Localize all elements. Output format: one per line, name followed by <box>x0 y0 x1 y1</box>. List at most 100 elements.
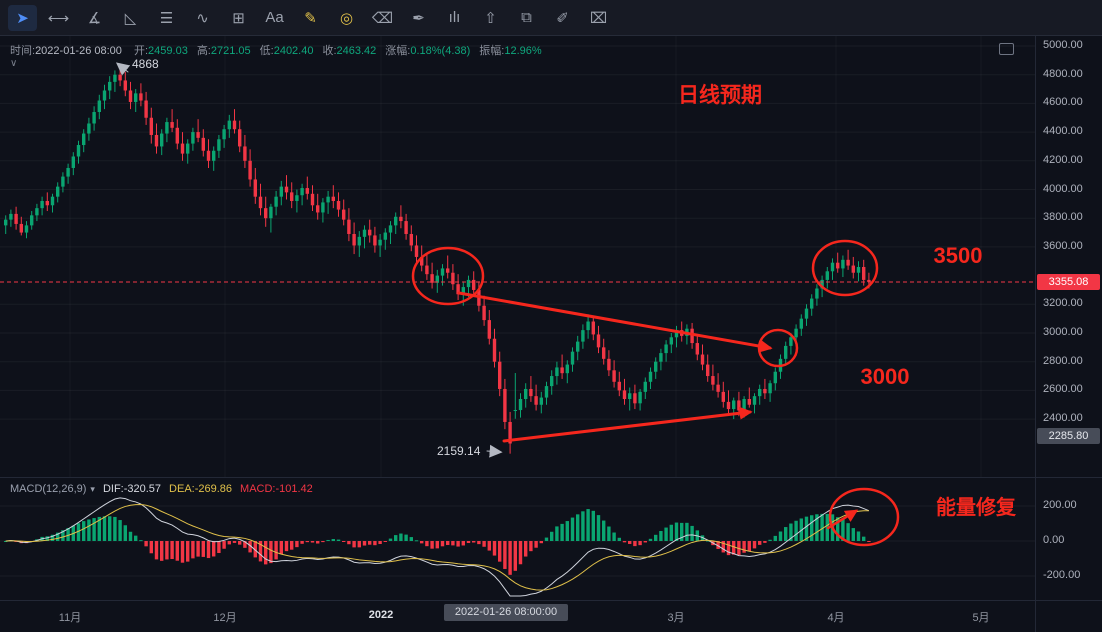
export-tool[interactable]: ⇧ <box>476 5 505 31</box>
dif-line <box>5 497 870 597</box>
time-axis-label: 5月 <box>972 612 990 624</box>
pen-tool-icon: ✒ <box>412 9 425 27</box>
price-axis-label: 2600.00 <box>1043 383 1083 396</box>
ellipse-tool[interactable]: ◎ <box>332 5 361 31</box>
price-axis-label: 4600.00 <box>1043 96 1083 109</box>
arrow-annotation[interactable] <box>826 509 859 530</box>
macd-axis-label: 200.00 <box>1043 499 1077 511</box>
brush-tool[interactable]: ✎ <box>296 5 325 31</box>
pattern-tool[interactable]: ⊞ <box>224 5 253 31</box>
eraser-tool[interactable]: ⌫ <box>368 5 397 31</box>
dea-line <box>5 504 869 591</box>
text-annotation[interactable]: 3000 <box>861 364 910 389</box>
wave-tool[interactable]: ∿ <box>188 5 217 31</box>
ohlc-field: 涨幅:0.18%(4.38) <box>385 45 471 57</box>
line-tool[interactable]: ⟷ <box>44 5 73 31</box>
red-circle-annotation[interactable] <box>828 487 900 547</box>
price-axis-label: 3800.00 <box>1043 211 1083 224</box>
macd-axis-label: 0.00 <box>1043 534 1065 546</box>
selected-time-tag: 2022-01-26 08:00:00 <box>444 604 568 621</box>
time-field: 时间:2022-01-26 08:00 <box>10 45 122 57</box>
price-axis-label: 5000.00 <box>1043 39 1083 51</box>
channel-tool-icon: ☰ <box>159 9 174 27</box>
price-axis-label: 3600.00 <box>1043 239 1083 252</box>
time-axis-label: 2022 <box>368 609 394 621</box>
angle-line-tool[interactable]: ∡ <box>80 5 109 31</box>
brush-tool-icon: ✎ <box>304 9 317 27</box>
annotations-main: 4868 2159.14 日线预期 3500 3000 <box>115 57 983 458</box>
price-axis-label: 4800.00 <box>1043 67 1083 80</box>
copy-tool[interactable]: ⧉ <box>512 5 541 31</box>
pen-tool[interactable]: ✒ <box>404 5 433 31</box>
price-axis-label: 4400.00 <box>1043 125 1083 138</box>
measure-tool-icon: ılı <box>448 9 461 26</box>
cursor-tool[interactable]: ➤ <box>8 4 37 31</box>
text-tool-icon: Aa <box>265 9 284 26</box>
ohlc-field: 振幅:12.96% <box>479 45 542 57</box>
channel-tool[interactable]: ☰ <box>152 5 181 31</box>
text-annotation[interactable]: 3500 <box>934 243 983 268</box>
red-circle-annotation[interactable] <box>411 246 485 306</box>
ohlc-field: 开:2459.03 <box>133 45 188 57</box>
time-axis-label: 4月 <box>827 612 845 624</box>
ohlc-fields: 开:2459.03 高:2721.05 低:2402.40 收:2463.42 涨幅:0… <box>134 45 551 57</box>
annotations-macd: 能量修复 <box>826 487 1017 547</box>
time-axis-label: 11月 <box>58 612 82 624</box>
ohlc-info-bar: 时间:2022-01-26 08:00 开:2459.03 高:2721.05 低:… <box>10 42 551 58</box>
angle-line-tool-icon: ∡ <box>87 9 102 27</box>
cursor-tool-icon: ➤ <box>16 9 29 27</box>
main-chart[interactable]: 4868 2159.14 日线预期 3500 3000 <box>0 36 1035 478</box>
wave-tool-icon: ∿ <box>196 9 209 27</box>
collapse-chevron-icon[interactable]: ∨ <box>10 58 18 69</box>
eraser-tool-icon: ⌫ <box>371 9 394 27</box>
time-axis-label: 3月 <box>667 612 685 624</box>
time-axis-label: 12月 <box>213 612 237 624</box>
price-axis-label: 2800.00 <box>1043 354 1083 367</box>
copy-tool-icon: ⧉ <box>521 9 532 26</box>
arrow-annotation[interactable] <box>502 406 753 443</box>
pane-divider[interactable] <box>0 477 1102 478</box>
price-axis-label: 3000.00 <box>1043 326 1083 338</box>
ellipse-tool-icon: ◎ <box>339 9 354 27</box>
line-tool-icon: ⟷ <box>47 9 70 27</box>
macd-axis-label: -200.00 <box>1043 569 1081 581</box>
candlestick-series <box>4 64 871 454</box>
grid-lines <box>0 45 1035 420</box>
macd-dif-value: DIF:-320.57 <box>102 483 162 495</box>
export-tool-icon: ⇧ <box>484 9 497 27</box>
arrow-annotation[interactable] <box>457 291 773 353</box>
red-circle-annotation[interactable] <box>811 239 879 297</box>
drawing-toolbar: ➤ ⟷ ∡ ◺ ☰ ∿ ⊞ Aa ✎ ◎ ⌫ ✒ ılı ⇧ ⧉ ✐ ⌧ <box>0 0 1102 36</box>
text-annotation[interactable]: 4868 <box>132 57 159 71</box>
annotation-tool[interactable]: ✐ <box>548 5 577 31</box>
delete-tool[interactable]: ⌧ <box>584 5 613 31</box>
macd-histogram <box>4 509 871 575</box>
low-price-tag: 2285.80 <box>1037 428 1100 444</box>
price-axis-label: 4200.00 <box>1043 153 1083 166</box>
maximize-pane-icon[interactable] <box>999 43 1014 55</box>
macd-title: MACD(12,26,9) <box>10 483 87 495</box>
delete-tool-icon: ⌧ <box>589 9 608 27</box>
text-tool[interactable]: Aa <box>260 5 289 31</box>
text-annotation[interactable]: 2159.14 <box>437 444 481 458</box>
ohlc-field: 收:2463.42 <box>322 45 377 57</box>
time-axis-divider <box>0 600 1102 601</box>
current-price-tag: 3355.08 <box>1037 274 1100 290</box>
triangle-tool[interactable]: ◺ <box>116 5 145 31</box>
arrow-annotation[interactable] <box>486 444 503 458</box>
arrow-annotation[interactable] <box>115 62 131 76</box>
measure-tool[interactable]: ılı <box>440 5 469 31</box>
text-annotation[interactable]: 日线预期 <box>678 83 762 107</box>
triangle-tool-icon: ◺ <box>124 9 137 27</box>
price-axis-divider <box>1035 36 1036 632</box>
time-axis[interactable]: 11月 12月 2022 3月 4月 5月 <box>0 601 1035 632</box>
ohlc-field: 低:2402.40 <box>259 45 314 57</box>
text-annotation[interactable]: 能量修复 <box>936 495 1017 519</box>
macd-dea-value: DEA:-269.86 <box>169 483 233 495</box>
price-axis-label: 2400.00 <box>1043 412 1083 425</box>
pattern-tool-icon: ⊞ <box>232 9 245 27</box>
macd-settings-caret-icon[interactable]: ▾ <box>90 484 95 494</box>
macd-chart[interactable]: 能量修复 <box>0 478 1035 600</box>
macd-legend: MACD(12,26,9) ▾ DIF:-320.57 DEA:-269.86 MACD… <box>10 483 313 495</box>
